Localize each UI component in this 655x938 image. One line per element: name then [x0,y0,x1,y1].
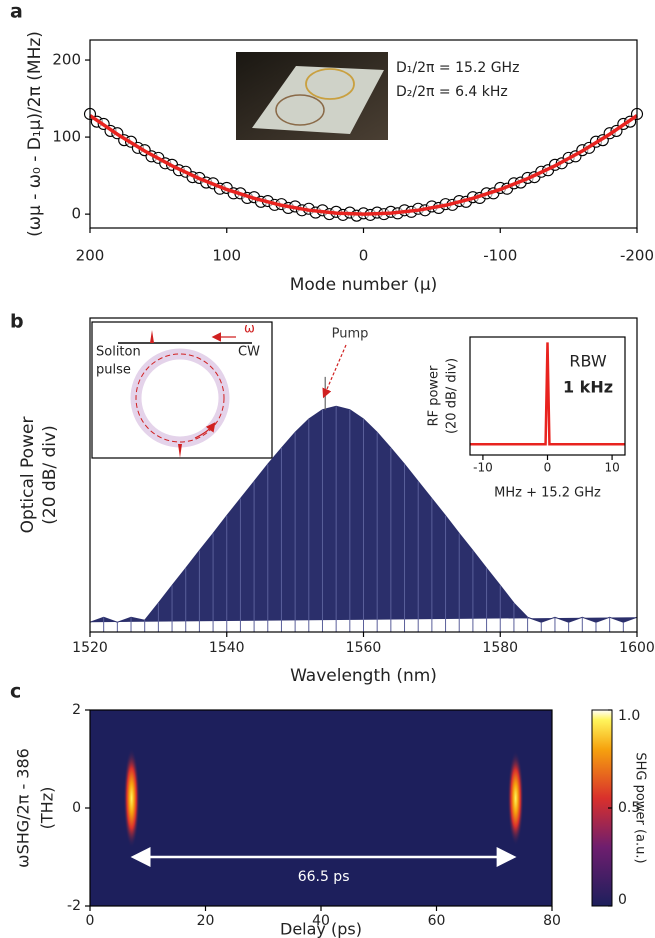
y-axis-label: (20 dB/ div) [445,358,460,434]
panel-label: a [10,1,23,23]
panel-label: b [10,311,24,333]
plot-frame [89,709,553,907]
pump-arrow [322,344,347,399]
heatmap-bg [90,710,552,906]
x-axis-label: Wavelength (nm) [290,666,437,686]
x-tick-label: 0 [544,461,552,475]
annotation: D₂/2π = 6.4 kHz [396,84,508,100]
inset-photo [236,52,388,140]
annotation: pulse [96,363,131,378]
plot-frame [89,317,638,633]
x-tick-label: 1540 [209,640,245,656]
annotation: D₁/2π = 15.2 GHz [396,60,519,76]
y-tick-label: 200 [52,51,81,69]
plot-frame [469,336,626,456]
x-tick-label: 60 [428,913,446,929]
ring-inset [91,321,273,459]
y-axis-label: ωSHG/2π - 386 [14,748,33,868]
arrow-label: 66.5 ps [298,869,350,885]
y-tick-label: -2 [67,898,81,914]
x-tick-label: -10 [473,461,493,475]
x-tick-label: 200 [76,247,105,265]
annotation: CW [238,345,260,360]
x-tick-label: 1560 [346,640,382,656]
colorbar-tick-label: 0 [618,892,627,908]
annotation: Soliton [96,345,141,360]
x-tick-label: 0 [359,247,369,265]
annotation: RBW [569,352,607,371]
annotation: Pump [332,327,369,342]
x-tick-label: -100 [483,247,517,265]
colorbar-tick-label: 0.5 [618,800,640,816]
colorbar-tick-label: 1.0 [618,708,640,724]
x-axis-label: MHz + 15.2 GHz [494,486,601,501]
x-tick-label: 1520 [72,640,108,656]
y-tick-label: 2 [72,702,81,718]
panel-label: c [10,681,21,703]
x-axis-label: Delay (ps) [280,920,362,938]
x-axis-label: Mode number (μ) [290,275,438,295]
x-tick-label: 40 [312,913,330,929]
x-tick-label: 1580 [482,640,518,656]
y-tick-label: 100 [52,128,81,146]
plot-frame [89,39,638,229]
soliton-pulse [507,750,524,846]
y-tick-label: 0 [71,205,81,223]
y-axis-label: (ωμ - ω₀ - D₁μ)/2π (MHz) [25,31,45,237]
x-tick-label: 10 [604,461,619,475]
y-axis-label: Optical Power [18,417,38,534]
x-tick-label: -200 [620,247,654,265]
y-axis-label: (THz) [38,787,57,830]
x-tick-label: 100 [212,247,241,265]
rf-line [470,342,625,446]
annotation: ω [244,322,255,337]
soliton-pulse [123,748,140,849]
x-tick-label: 0 [86,913,95,929]
x-tick-label: 20 [197,913,215,929]
fit-line [89,114,638,216]
y-tick-label: 0 [72,800,81,816]
x-tick-label: 80 [543,913,561,929]
annotation: 1 kHz [563,378,613,397]
x-tick-label: 1600 [619,640,655,656]
y-axis-label: (20 dB/ div) [40,425,60,524]
y-axis-label: RF power [427,365,442,426]
colorbar-label: SHG power (a.u.) [633,752,648,863]
